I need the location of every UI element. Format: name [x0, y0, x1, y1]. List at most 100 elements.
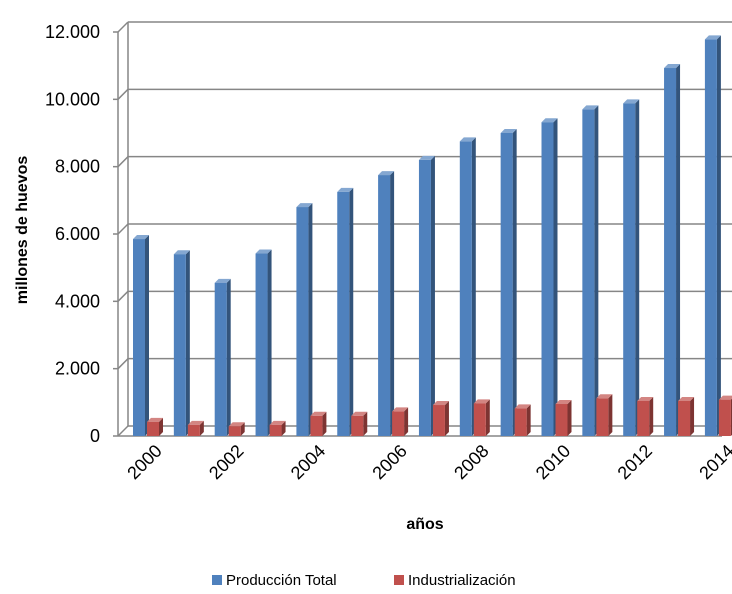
bar	[378, 171, 395, 437]
bar-front	[133, 239, 145, 436]
bar-front	[596, 398, 609, 436]
gridline-depth	[117, 223, 129, 235]
bar-side	[471, 137, 476, 436]
bar-top	[392, 407, 409, 412]
bar-front	[255, 253, 268, 436]
bar-side	[444, 401, 449, 436]
bar	[541, 118, 558, 436]
y-tick-label: 0	[90, 426, 100, 446]
bar	[147, 417, 163, 436]
bar-front	[432, 405, 445, 436]
bar-top	[378, 171, 395, 176]
bar-top	[418, 155, 435, 160]
bar-front	[418, 159, 431, 436]
bar-side	[159, 417, 163, 436]
bar-top	[269, 420, 286, 425]
bar-top	[555, 400, 572, 405]
bar-side	[430, 155, 435, 436]
y-tick-label: 8.000	[55, 157, 100, 177]
legend-label: Producción Total	[226, 572, 337, 589]
bar-top	[582, 105, 599, 110]
bar-side	[594, 105, 599, 436]
bar-side	[649, 396, 654, 436]
bar-top	[255, 249, 272, 254]
bar-front	[555, 404, 568, 436]
bar-front	[269, 424, 282, 436]
bar	[173, 250, 190, 436]
bar-front	[392, 411, 405, 436]
bar-top	[133, 235, 149, 240]
bar	[214, 278, 231, 436]
bar-front	[623, 103, 636, 436]
bar-front	[214, 282, 227, 436]
bar-front	[351, 415, 364, 436]
bar-top	[173, 250, 190, 255]
bar	[351, 411, 368, 436]
bar-side	[676, 64, 681, 437]
bar-front	[664, 68, 677, 437]
bar-side	[390, 171, 395, 437]
bar	[596, 394, 613, 436]
legend-item-0: Producción Total	[212, 572, 337, 589]
bar-front	[337, 191, 350, 436]
gridline-depth	[117, 358, 129, 370]
legend-swatch	[212, 575, 222, 585]
bar-top	[664, 64, 681, 69]
bar-side	[567, 400, 572, 436]
bar-top	[214, 278, 231, 283]
legend-label: Industrialización	[408, 572, 516, 589]
bar-side	[404, 407, 409, 436]
bar-top	[310, 411, 327, 416]
bar	[432, 401, 449, 436]
bar	[555, 400, 572, 436]
bar	[418, 155, 435, 436]
bar-side	[553, 118, 558, 436]
x-tick-label: 2004	[287, 441, 329, 483]
bar-side	[526, 404, 531, 436]
bar-top	[337, 187, 354, 192]
bar-front	[637, 400, 650, 436]
bar-side	[145, 235, 149, 436]
bar-front	[500, 133, 513, 436]
bar-top	[228, 422, 245, 427]
bar-side	[322, 411, 327, 436]
x-tick-label: 2012	[614, 441, 656, 483]
bar-top	[187, 420, 204, 425]
bar-front	[228, 426, 241, 436]
y-tick-label: 4.000	[55, 291, 100, 311]
gridline-depth	[117, 156, 129, 168]
bar-side	[512, 129, 517, 436]
y-tick-label: 2.000	[55, 359, 100, 379]
x-tick-label: 2002	[205, 441, 247, 483]
gridline-depth	[117, 425, 129, 437]
y-axis-title: millones de huevos	[14, 156, 31, 305]
bar-front	[718, 399, 731, 436]
legend-item-1: Industrialización	[394, 572, 516, 589]
x-tick-label: 2010	[532, 441, 574, 483]
bar-side	[226, 278, 231, 436]
bar-front	[678, 400, 691, 436]
y-tick-label: 12.000	[45, 22, 100, 42]
bar-front	[459, 141, 472, 436]
bar	[623, 99, 640, 436]
bar	[337, 187, 354, 436]
bar	[255, 249, 272, 436]
bar	[637, 396, 654, 436]
bar	[310, 411, 327, 436]
bar	[500, 129, 517, 436]
bar	[664, 64, 681, 437]
bar	[187, 420, 204, 436]
x-axis-ticks: 2000 2002 2004 2006 2008 2010 2012 2014	[123, 441, 732, 483]
bar-side	[608, 394, 613, 436]
bar-front	[187, 424, 200, 436]
bar-top	[718, 395, 732, 400]
bar-side	[185, 250, 190, 436]
bar-top	[596, 394, 613, 399]
bar-top	[637, 396, 654, 401]
bar-top	[459, 137, 476, 142]
bar-front	[296, 207, 309, 436]
bar	[704, 35, 721, 436]
legend: Producción Total Industrialización	[212, 572, 516, 589]
gridline-depth	[117, 21, 129, 33]
